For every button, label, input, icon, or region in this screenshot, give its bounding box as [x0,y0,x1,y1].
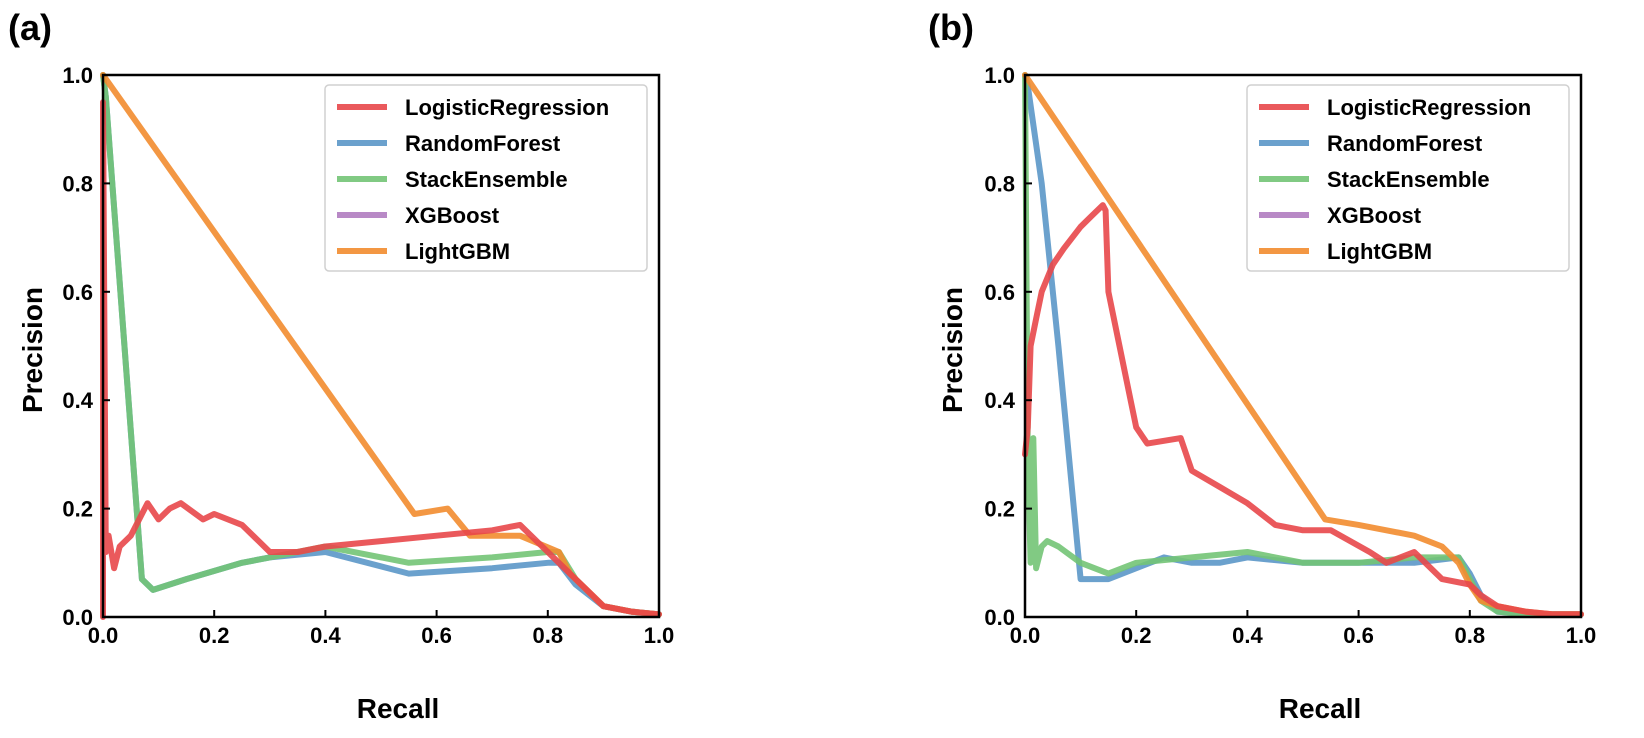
legend-b: LogisticRegression RandomForest StackEnsem… [1246,84,1570,272]
x-tick-label-a: 0.0 [88,623,119,648]
plot-area-a: 0.0 0.2 0.4 0.6 0.8 1.0 0.0 0.2 0.4 0.6 0.8 1.0 Logi… [62,63,674,648]
panel-label-b: (b) [928,7,974,48]
legend-label-xgboost-a: XGBoost [405,203,500,228]
legend-a: LogisticRegression RandomForest StackEnsem… [324,84,648,272]
legend-label-stackensemble-a: StackEnsemble [405,167,568,192]
legend-label-stackensemble-b: StackEnsemble [1327,167,1490,192]
y-tick-label-b: 0.2 [984,497,1015,522]
x-tick-label-a: 0.8 [533,623,564,648]
legend-label-randomforest-b: RandomForest [1327,131,1483,156]
y-tick-label-b: 1.0 [984,63,1015,88]
legend-label-lightgbm-b: LightGBM [1327,239,1432,264]
x-tick-label-b: 0.4 [1232,623,1263,648]
x-tick-label-b: 0.6 [1343,623,1374,648]
series-line-logisticregression-a [100,99,662,620]
y-tick-label-b: 0.6 [984,280,1015,305]
legend-box-a [324,84,648,272]
y-tick-label-a: 0.8 [62,171,93,196]
y-tick-label-a: 0.4 [62,388,93,413]
legend-label-logisticregression-a: LogisticRegression [405,95,609,120]
legend-label-xgboost-b: XGBoost [1327,203,1422,228]
x-axis-label-a: Recall [357,693,440,724]
y-axis-label-b: Precision [937,287,968,413]
panel-label-a: (a) [8,7,52,48]
y-tick-label-a: 1.0 [62,63,93,88]
plot-frame-b [1023,73,1583,619]
x-tick-label-b: 0.2 [1121,623,1152,648]
plot-frame-a [101,73,661,619]
plot-area-b: 0.0 0.2 0.4 0.6 0.8 1.0 0.0 0.2 0.4 0.6 0.8 1.0 Logi… [984,63,1596,648]
x-tick-label-a: 0.2 [199,623,230,648]
y-tick-label-b: 0.4 [984,388,1015,413]
legend-label-randomforest-a: RandomForest [405,131,561,156]
legend-box-b [1246,84,1570,272]
panel-b: (b) Recall Precision 0.0 0.2 0.4 0.6 0.8 1.00… [928,7,1596,724]
y-tick-label-a: 0.0 [62,605,93,630]
x-tick-label-a: 0.6 [421,623,452,648]
y-axis-label-a: Precision [17,287,48,413]
legend-label-logisticregression-b: LogisticRegression [1327,95,1531,120]
legend-label-lightgbm-a: LightGBM [405,239,510,264]
y-tick-label-a: 0.6 [62,280,93,305]
x-tick-label-b: 1.0 [1566,623,1597,648]
panel-a: (a) Recall Precision 0.0 0.2 0.4 0.6 0.8 1.00… [8,7,674,724]
x-tick-label-b: 0.0 [1010,623,1041,648]
x-tick-label-a: 1.0 [644,623,675,648]
series-line-logisticregression-b [1022,202,1584,618]
x-tick-label-a: 0.4 [310,623,341,648]
y-tick-label-b: 0.0 [984,605,1015,630]
x-tick-label-b: 0.8 [1455,623,1486,648]
y-tick-label-b: 0.8 [984,171,1015,196]
x-axis-label-b: Recall [1279,693,1362,724]
y-tick-label-a: 0.2 [62,497,93,522]
